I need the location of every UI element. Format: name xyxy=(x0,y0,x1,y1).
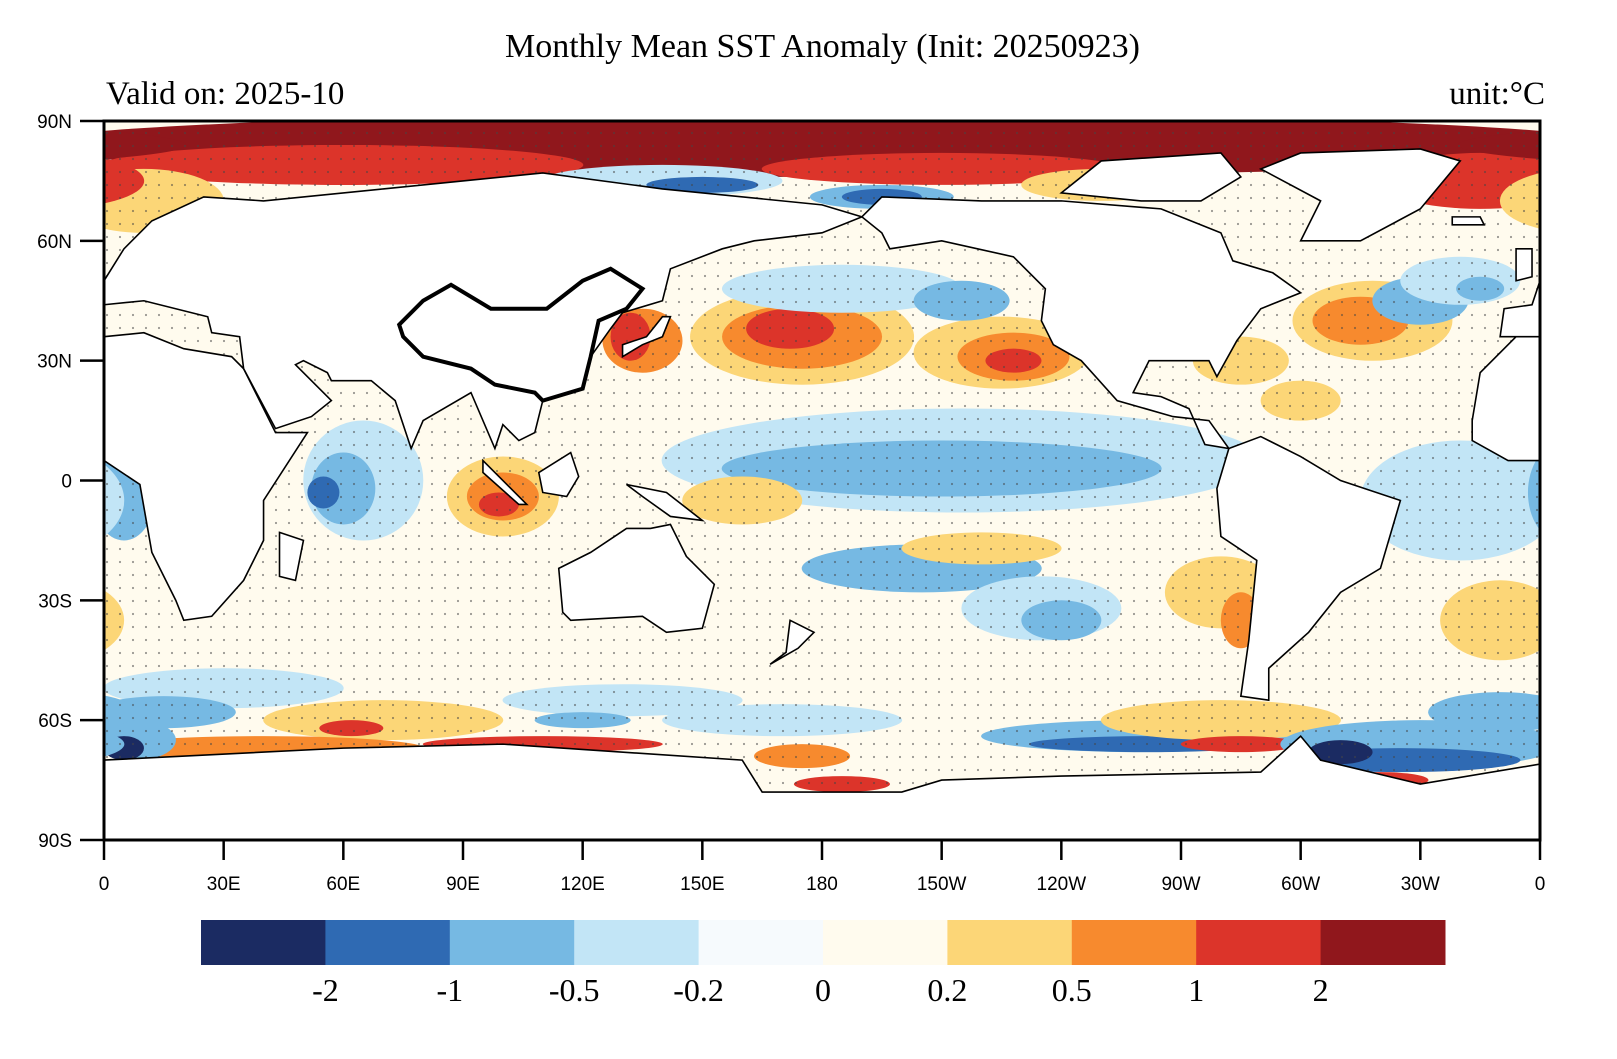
lat-tick-label: 90N xyxy=(37,112,72,133)
land-uk xyxy=(1515,248,1533,282)
lon-tick-label: 60E xyxy=(326,874,360,895)
valid-date-label: Valid on: 2025-10 xyxy=(106,76,345,112)
colorbar-swatch xyxy=(1071,920,1197,965)
colorbar-label: 0.2 xyxy=(927,972,968,1008)
land-new-zealand xyxy=(769,619,816,665)
colorbar-swatch xyxy=(325,920,451,965)
land-south-america xyxy=(1216,435,1402,702)
lon-tick-label: 150E xyxy=(680,874,724,895)
china-border xyxy=(396,266,646,403)
colorbar-label: 2 xyxy=(1312,972,1329,1008)
land-madagascar xyxy=(278,531,305,582)
colorbar-label: -1 xyxy=(436,972,464,1008)
lon-tick-label: 120E xyxy=(560,874,604,895)
lon-tick-label: 30W xyxy=(1401,874,1440,895)
lon-tick-label: 180 xyxy=(806,874,838,895)
land-borneo xyxy=(537,451,580,498)
colorbar-label: 0.5 xyxy=(1051,972,1092,1008)
land-europe xyxy=(1499,280,1540,338)
lon-tick-label: 150W xyxy=(917,874,967,895)
land-sumatra xyxy=(482,458,529,506)
colorbar-swatch xyxy=(947,920,1073,965)
lon-tick-label: 0 xyxy=(1535,874,1546,895)
colorbar-swatch xyxy=(698,920,824,965)
land-africa-west xyxy=(1471,335,1540,462)
lat-tick-label: 60N xyxy=(37,232,72,253)
unit-label: unit:°C xyxy=(1449,76,1545,112)
colorbar-label: 1 xyxy=(1188,972,1205,1008)
colorbar-swatch xyxy=(1196,920,1322,965)
colorbar xyxy=(201,920,1446,965)
colorbar-swatch xyxy=(1320,920,1446,965)
colorbar-swatch xyxy=(201,920,326,965)
colorbar-swatch xyxy=(449,920,575,965)
land-new-guinea xyxy=(626,483,706,522)
colorbar-label: 0 xyxy=(815,972,831,1008)
lon-tick-label: 30E xyxy=(207,874,241,895)
colorbar-label: -2 xyxy=(312,972,339,1008)
lat-tick-label: 90S xyxy=(38,831,72,852)
lat-tick-label: 30S xyxy=(38,591,72,612)
land-masses xyxy=(104,148,1540,840)
lon-tick-label: 0 xyxy=(99,874,110,895)
colorbar-swatch xyxy=(574,920,700,965)
land-antarctica xyxy=(104,734,1540,840)
land-japan xyxy=(621,315,672,359)
land-iceland xyxy=(1451,216,1486,226)
colorbar-label: -0.2 xyxy=(673,972,724,1008)
lon-tick-label: 90W xyxy=(1161,874,1200,895)
land-eurasia xyxy=(104,172,865,451)
land-arctic-archipelago xyxy=(1059,152,1243,202)
lon-tick-label: 60W xyxy=(1281,874,1320,895)
anomaly-region xyxy=(1531,728,1540,753)
land-australia xyxy=(557,523,716,634)
lat-tick-label: 60S xyxy=(38,711,72,732)
lon-tick-label: 90E xyxy=(446,874,480,895)
land-africa xyxy=(104,331,309,622)
land-north-america xyxy=(860,196,1303,450)
colorbar-swatch xyxy=(823,920,948,965)
colorbar-label: -0.5 xyxy=(548,972,600,1008)
lon-tick-label: 120W xyxy=(1037,874,1087,895)
land-greenland xyxy=(1258,148,1462,242)
map-title: Monthly Mean SST Anomaly (Init: 20250923… xyxy=(505,28,1140,65)
axis-ticks: 90N 60N 30N 0 30S 60S 90S 0 30E 60E 90E 120E 150E 180… xyxy=(37,112,1545,895)
lat-tick-label: 0 xyxy=(61,472,72,493)
lat-tick-label: 30N xyxy=(37,352,72,373)
